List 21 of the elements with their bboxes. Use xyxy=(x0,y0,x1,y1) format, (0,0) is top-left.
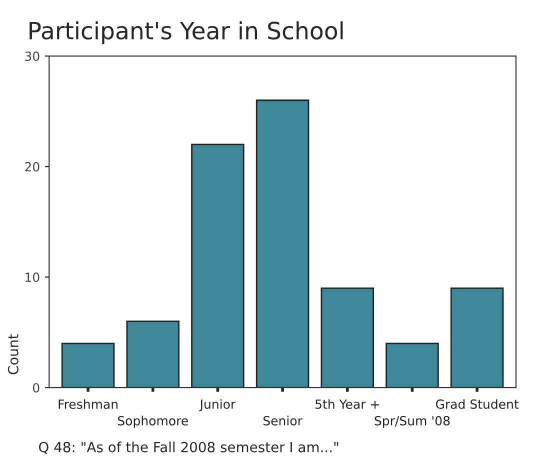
bar xyxy=(386,342,439,388)
y-axis-title: Count xyxy=(8,334,18,374)
bar xyxy=(320,287,374,388)
y-tick-label: 10 xyxy=(26,272,40,282)
x-tick-label: Spr/Sum '08 xyxy=(374,416,450,428)
text: Q 48: "As of the Fall 2008 semester I am..." xyxy=(39,442,338,454)
bar xyxy=(450,287,504,388)
bar xyxy=(61,342,115,388)
x-tick-label: Grad Student xyxy=(436,399,519,409)
chart-title: Participant's Year in School xyxy=(30,21,343,44)
y-tick-label: 30 xyxy=(25,52,40,61)
x-tick-label: Senior xyxy=(263,416,302,426)
x-tick-label: Sophomore xyxy=(118,416,188,428)
bar xyxy=(126,320,180,388)
x-tick-label: Junior xyxy=(199,399,236,412)
bar xyxy=(256,100,310,388)
y-tick-label: 20 xyxy=(25,162,40,172)
x-tick-label: Freshman xyxy=(58,399,118,409)
y-tick-label: 0 xyxy=(32,383,40,393)
bar xyxy=(191,144,244,388)
x-tick-label: 5th Year + xyxy=(316,399,379,409)
